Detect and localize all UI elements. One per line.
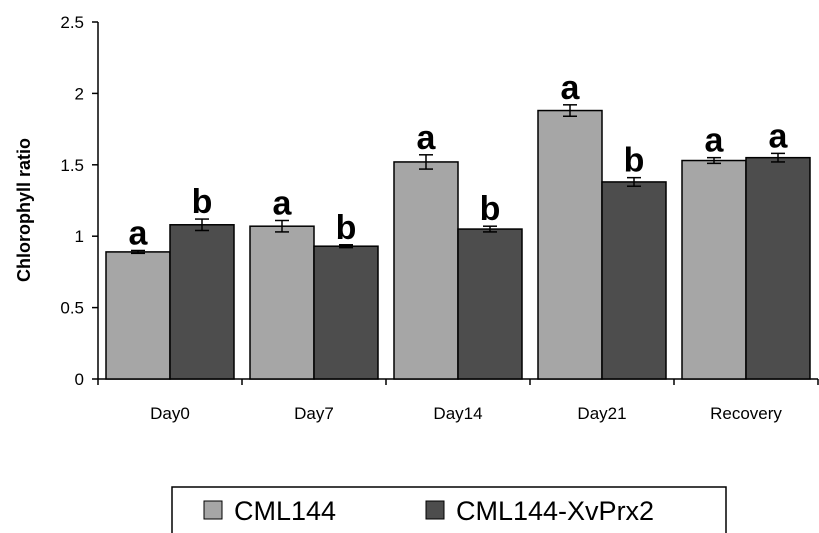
bar-cml144-xvprx2-day14 (457, 228, 523, 380)
bar-cml144-xvprx2-day0 (169, 224, 235, 380)
bar-cml144-day0 (105, 251, 171, 380)
bar-cml144-day21 (537, 109, 603, 380)
bar-cml144-xvprx2-day21 (601, 181, 667, 380)
legend: CML144 CML144-XvPrx2 (171, 486, 727, 533)
x-tick-label: Recovery (710, 404, 782, 423)
legend-label-cml144: CML144 (234, 496, 336, 526)
significance-letter: a (561, 69, 581, 107)
y-tick-label: 1 (75, 227, 84, 246)
y-tick-label: 2.5 (60, 13, 84, 32)
y-axis-label: Chlorophyll ratio (14, 138, 34, 282)
y-ticks: 0 0.5 1 1.5 2 2.5 (60, 13, 98, 389)
significance-letter: b (480, 190, 501, 228)
significance-letter: a (417, 119, 437, 157)
legend-label-cml144-xvprx2: CML144-XvPrx2 (456, 496, 654, 526)
bar-cml144-recovery (681, 159, 747, 380)
significance-letter: b (336, 209, 357, 247)
bar-cml144-xvprx2-recovery (745, 156, 811, 380)
x-tick-label: Day21 (577, 404, 626, 423)
significance-letter: a (705, 122, 725, 160)
significance-letter: b (624, 142, 645, 180)
x-tick-label: Day14 (433, 404, 482, 423)
x-ticks: Day0 Day7 Day14 Day21 Recovery (97, 379, 819, 423)
significance-letters: a b a b a b a b a a (129, 69, 789, 253)
error-bars (131, 104, 785, 255)
bar-cml144-day14 (393, 161, 459, 380)
significance-letter: a (769, 117, 789, 155)
y-tick-label: 0.5 (60, 299, 84, 318)
bar-cml144-day7 (249, 225, 315, 380)
legend-swatch-cml144 (203, 500, 223, 520)
y-tick-label: 2 (75, 84, 84, 103)
x-tick-label: Day0 (150, 404, 190, 423)
x-tick-label: Day7 (294, 404, 334, 423)
bars (105, 109, 811, 380)
significance-letter: a (273, 184, 293, 222)
significance-letter: b (192, 183, 213, 221)
y-tick-label: 1.5 (60, 156, 84, 175)
significance-letter: a (129, 214, 149, 252)
y-tick-label: 0 (75, 370, 84, 389)
bar-cml144-xvprx2-day7 (313, 245, 379, 380)
legend-swatch-cml144-xvprx2 (425, 500, 445, 520)
legend-box (171, 486, 727, 533)
